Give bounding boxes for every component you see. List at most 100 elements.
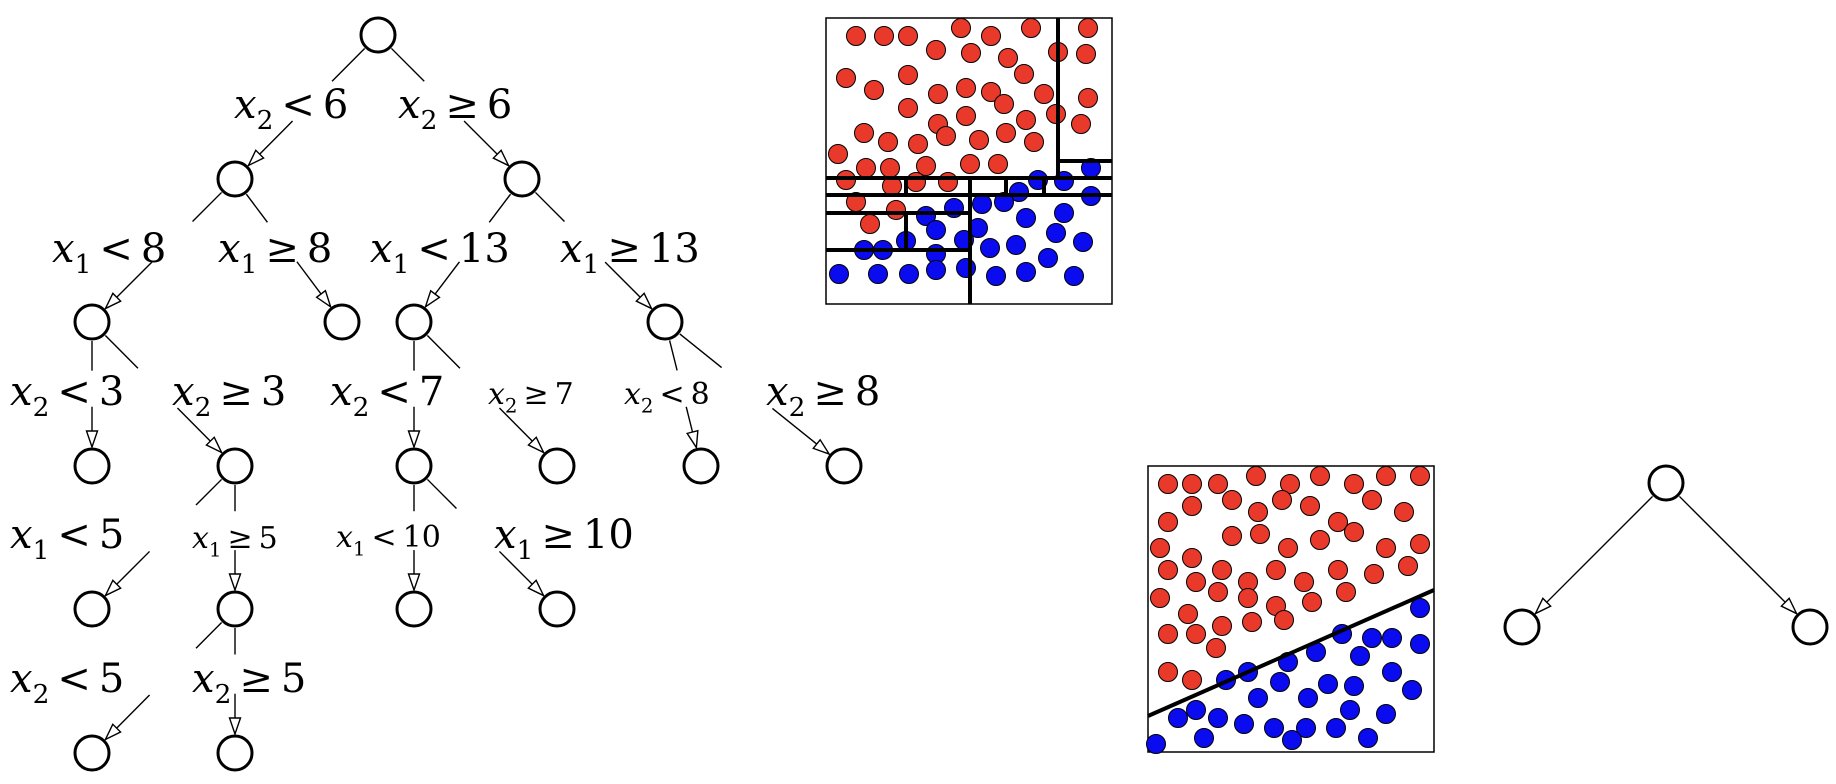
edge-label: x2 ≥5 bbox=[192, 656, 306, 710]
comparison-operator: < bbox=[57, 369, 91, 415]
red-data-point bbox=[880, 158, 900, 178]
tree-edge bbox=[1678, 495, 1799, 616]
red-data-point bbox=[969, 130, 989, 150]
red-data-point bbox=[988, 154, 1008, 174]
red-data-point bbox=[1376, 466, 1396, 486]
tree-node bbox=[1791, 608, 1829, 646]
red-data-point bbox=[1328, 512, 1348, 532]
variable-subscript: 2 bbox=[505, 394, 518, 417]
edge-upper-segment bbox=[195, 478, 223, 506]
tree-node bbox=[323, 303, 361, 341]
red-data-point bbox=[998, 48, 1018, 68]
edge-label: x1 <10 bbox=[336, 520, 441, 560]
blue-data-point bbox=[1046, 223, 1066, 243]
blue-data-point bbox=[1194, 728, 1214, 748]
tree-node bbox=[395, 590, 433, 628]
arrowhead bbox=[205, 436, 224, 455]
red-data-point bbox=[836, 68, 856, 88]
red-data-point bbox=[1021, 18, 1041, 38]
blue-data-point bbox=[1282, 730, 1302, 750]
arrowhead bbox=[315, 289, 332, 309]
variable-subscript: 2 bbox=[353, 392, 370, 423]
arrowhead bbox=[407, 430, 421, 450]
red-data-point bbox=[1182, 496, 1202, 516]
variable-subscript: 1 bbox=[393, 249, 410, 280]
arrowhead bbox=[103, 579, 122, 598]
comparison-operator: < bbox=[99, 226, 133, 272]
edge-label: x2 <6 bbox=[234, 82, 348, 136]
arrowhead bbox=[407, 573, 421, 593]
red-data-point bbox=[1158, 624, 1178, 644]
edge-upper-segment bbox=[679, 333, 723, 369]
comparison-operator: ≥ bbox=[228, 521, 253, 556]
tree-node bbox=[216, 590, 254, 628]
red-data-point bbox=[1310, 530, 1330, 550]
split-boundaries bbox=[1147, 588, 1435, 718]
tree-node bbox=[73, 590, 111, 628]
edge-label: x2 ≥6 bbox=[398, 82, 512, 136]
variable-name: x bbox=[494, 512, 517, 558]
variable-name: x bbox=[488, 377, 505, 412]
blue-data-point bbox=[1402, 680, 1422, 700]
variable-name: x bbox=[192, 656, 215, 702]
edge-line bbox=[1678, 495, 1798, 615]
edge-label: x1 ≥5 bbox=[192, 521, 278, 561]
edge-label: x2 <5 bbox=[10, 656, 124, 710]
tree-edge bbox=[426, 334, 546, 455]
tree-edge bbox=[228, 628, 242, 737]
red-data-point bbox=[1016, 110, 1036, 130]
oblique-split-line bbox=[1147, 588, 1435, 718]
red-data-point bbox=[956, 106, 976, 126]
comparison-operator: < bbox=[660, 377, 685, 412]
red-data-point bbox=[1362, 490, 1382, 510]
blue-data-point bbox=[1186, 700, 1206, 720]
variable-name: x bbox=[234, 82, 257, 128]
tree-node bbox=[73, 447, 111, 485]
variable-subscript: 2 bbox=[641, 394, 654, 417]
threshold-value: 8 bbox=[307, 226, 332, 272]
red-data-point bbox=[1246, 466, 1266, 486]
red-data-point bbox=[1376, 538, 1396, 558]
blue-data-point bbox=[980, 238, 1000, 258]
red-data-point bbox=[1076, 44, 1096, 64]
arrowhead bbox=[1780, 597, 1799, 616]
red-data-point bbox=[1294, 572, 1314, 592]
red-data-point bbox=[926, 40, 946, 60]
red-data-point bbox=[1266, 560, 1286, 580]
tree-edge bbox=[390, 47, 511, 168]
arrowhead bbox=[103, 292, 122, 311]
threshold-value: 5 bbox=[99, 656, 124, 702]
edge-label: x1 <13 bbox=[370, 226, 510, 280]
blue-data-point bbox=[1054, 203, 1074, 223]
red-data-point bbox=[1071, 114, 1091, 134]
arrowhead bbox=[246, 149, 265, 168]
threshold-value: 3 bbox=[99, 369, 124, 415]
blue-data-point bbox=[899, 264, 919, 284]
variable-name: x bbox=[624, 377, 641, 412]
red-data-point bbox=[928, 84, 948, 104]
red-data-point bbox=[1248, 502, 1268, 522]
red-data-point bbox=[951, 18, 971, 38]
blue-data-point bbox=[972, 194, 992, 214]
blue-data-point bbox=[1146, 734, 1166, 754]
tree-nodes bbox=[73, 16, 863, 772]
red-data-point bbox=[1344, 522, 1364, 542]
arrowhead bbox=[686, 429, 699, 450]
variable-name: x bbox=[172, 369, 195, 415]
variable-name: x bbox=[218, 226, 241, 272]
red-data-point bbox=[916, 156, 936, 176]
blue-data-point bbox=[1006, 235, 1026, 255]
red-data-point bbox=[1206, 638, 1226, 658]
data-points bbox=[1146, 466, 1430, 754]
edge-label: x1 ≥10 bbox=[494, 512, 634, 566]
tree-edge bbox=[426, 478, 546, 598]
red-data-point bbox=[1182, 548, 1202, 568]
tree-node bbox=[73, 734, 111, 772]
tree-edge bbox=[424, 193, 512, 309]
blue-data-point bbox=[1016, 208, 1036, 228]
comparison-operator: ≥ bbox=[541, 512, 575, 558]
red-data-point bbox=[1278, 538, 1298, 558]
tree-node bbox=[216, 734, 254, 772]
tree-edge bbox=[103, 478, 223, 598]
red-data-point bbox=[1272, 490, 1292, 510]
